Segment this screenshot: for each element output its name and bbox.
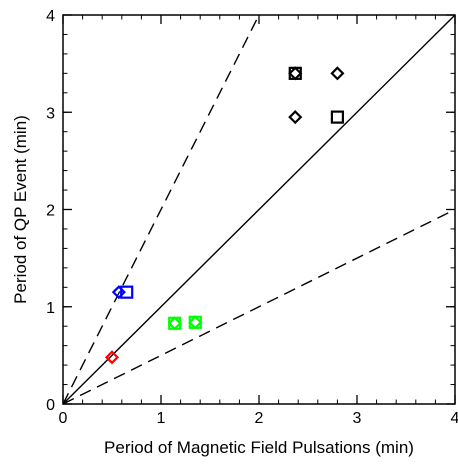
reference-lines bbox=[62, 14, 456, 405]
marker-square-1 bbox=[288, 66, 302, 80]
y-tick-label: 0 bbox=[46, 397, 55, 414]
y-tick-labels: 0 1 2 3 4 bbox=[46, 8, 55, 414]
marker-diamond-11 bbox=[188, 315, 203, 330]
x-tick-label: 0 bbox=[59, 410, 68, 427]
marker-diamond-12 bbox=[104, 350, 120, 365]
y-axis-label: Period of QP Event (min) bbox=[11, 115, 30, 304]
reference-line-3 bbox=[62, 208, 456, 405]
y-tick-label: 4 bbox=[46, 8, 55, 25]
x-tick-label: 2 bbox=[255, 410, 264, 427]
y-tick-label: 1 bbox=[46, 300, 55, 317]
marker-diamond-3 bbox=[330, 66, 345, 81]
x-tick-label: 4 bbox=[451, 410, 458, 427]
x-tick-label: 3 bbox=[353, 410, 362, 427]
marker-diamond-9 bbox=[167, 316, 182, 331]
x-tick-label: 1 bbox=[157, 410, 166, 427]
marker-square-5 bbox=[330, 110, 344, 124]
reference-line-2 bbox=[62, 14, 260, 405]
y-tick-label: 2 bbox=[46, 203, 55, 220]
y-tick-label: 3 bbox=[46, 105, 55, 122]
marker-diamond-2 bbox=[288, 66, 303, 81]
reference-line-1 bbox=[62, 14, 456, 405]
marker-square-10 bbox=[188, 315, 202, 329]
x-tick-labels: 0 1 2 3 4 bbox=[59, 410, 458, 427]
marker-square-8 bbox=[168, 316, 182, 330]
marker-square-6 bbox=[120, 285, 134, 299]
axis-ticks bbox=[62, 14, 456, 405]
marker-diamond-7 bbox=[111, 285, 126, 300]
marker-diamond-4 bbox=[288, 110, 303, 125]
data-markers bbox=[104, 66, 345, 365]
x-axis-label: Period of Magnetic Field Pulsations (min… bbox=[104, 438, 414, 457]
